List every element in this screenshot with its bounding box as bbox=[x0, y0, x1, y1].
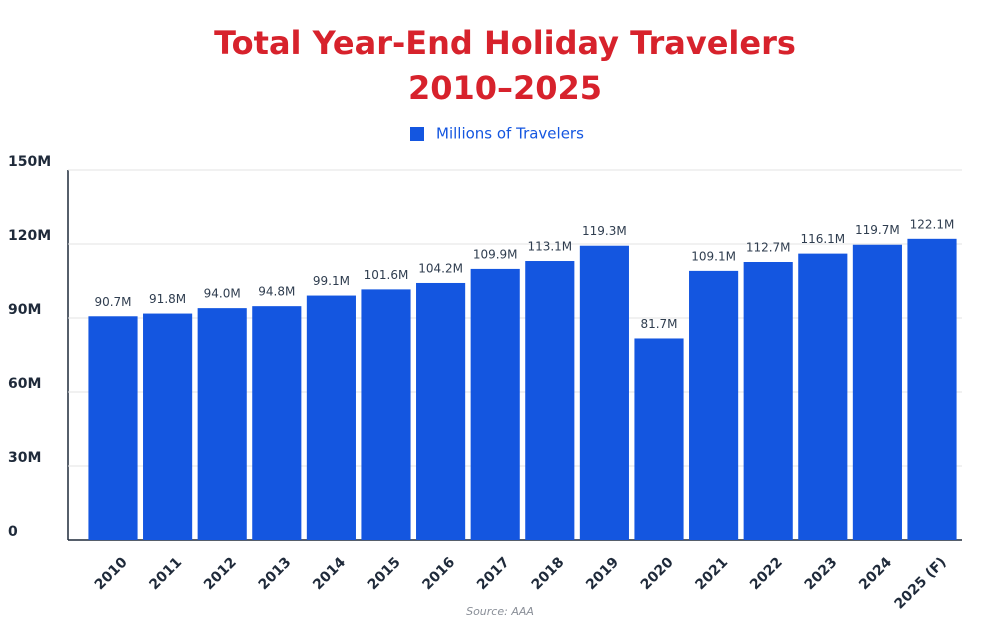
y-tick-label: 120M bbox=[8, 228, 51, 244]
value-label: 104.2M bbox=[418, 261, 463, 275]
x-tick-label: 2012 bbox=[201, 554, 240, 593]
value-label: 113.1M bbox=[527, 240, 572, 254]
y-tick-label: 30M bbox=[8, 450, 41, 466]
bar bbox=[470, 268, 520, 540]
x-tick-label: 2016 bbox=[419, 554, 458, 593]
bar bbox=[743, 262, 793, 540]
x-tick-label: 2021 bbox=[692, 554, 731, 593]
chart-title: Total Year-End Holiday Travelers bbox=[214, 24, 796, 62]
value-label: 109.9M bbox=[473, 247, 518, 261]
x-tick-label: 2010 bbox=[92, 554, 131, 593]
bar bbox=[416, 282, 466, 540]
x-tick-label: 2011 bbox=[146, 554, 185, 593]
value-label: 112.7M bbox=[746, 241, 791, 255]
legend-swatch bbox=[410, 127, 424, 141]
x-tick-label: 2019 bbox=[583, 554, 622, 593]
value-label: 94.8M bbox=[258, 285, 295, 299]
x-tick-label: 2022 bbox=[747, 554, 786, 593]
bar bbox=[689, 270, 739, 540]
y-tick-label: 150M bbox=[8, 154, 51, 170]
value-label: 99.1M bbox=[313, 274, 350, 288]
bar bbox=[252, 306, 302, 540]
value-label: 116.1M bbox=[800, 232, 845, 246]
x-tick-label: 2014 bbox=[310, 554, 349, 593]
bar bbox=[306, 295, 356, 540]
bar bbox=[361, 289, 411, 540]
value-label: 101.6M bbox=[364, 268, 409, 282]
value-label: 122.1M bbox=[910, 217, 955, 231]
y-tick-label: 0 bbox=[8, 524, 18, 540]
x-tick-label: 2018 bbox=[529, 554, 568, 593]
x-tick-label: 2023 bbox=[802, 554, 841, 593]
bar bbox=[525, 261, 575, 540]
legend-label: Millions of Travelers bbox=[436, 125, 584, 143]
value-label: 91.8M bbox=[149, 292, 186, 306]
y-tick-label: 60M bbox=[8, 376, 41, 392]
bar bbox=[907, 238, 957, 540]
bar bbox=[197, 308, 247, 540]
bar bbox=[579, 245, 629, 540]
bar bbox=[634, 338, 684, 540]
x-tick-label: 2025 (F) bbox=[892, 554, 950, 612]
value-label: 119.7M bbox=[855, 223, 900, 237]
value-label: 90.7M bbox=[94, 295, 131, 309]
bar bbox=[852, 244, 902, 541]
value-label: 119.3M bbox=[582, 224, 627, 238]
bar bbox=[143, 313, 193, 540]
x-tick-label: 2024 bbox=[856, 554, 895, 593]
value-label: 94.0M bbox=[204, 287, 241, 301]
value-label: 81.7M bbox=[640, 317, 677, 331]
source: Source: AAA bbox=[466, 605, 534, 618]
y-tick-label: 90M bbox=[8, 302, 41, 318]
x-tick-label: 2015 bbox=[365, 554, 404, 593]
bar bbox=[88, 316, 138, 540]
bar bbox=[798, 253, 848, 540]
chart-title: 2010–2025 bbox=[408, 69, 602, 107]
x-tick-label: 2017 bbox=[474, 554, 513, 593]
x-tick-label: 2020 bbox=[638, 554, 677, 593]
value-label: 109.1M bbox=[691, 249, 736, 263]
x-tick-label: 2013 bbox=[256, 554, 295, 593]
